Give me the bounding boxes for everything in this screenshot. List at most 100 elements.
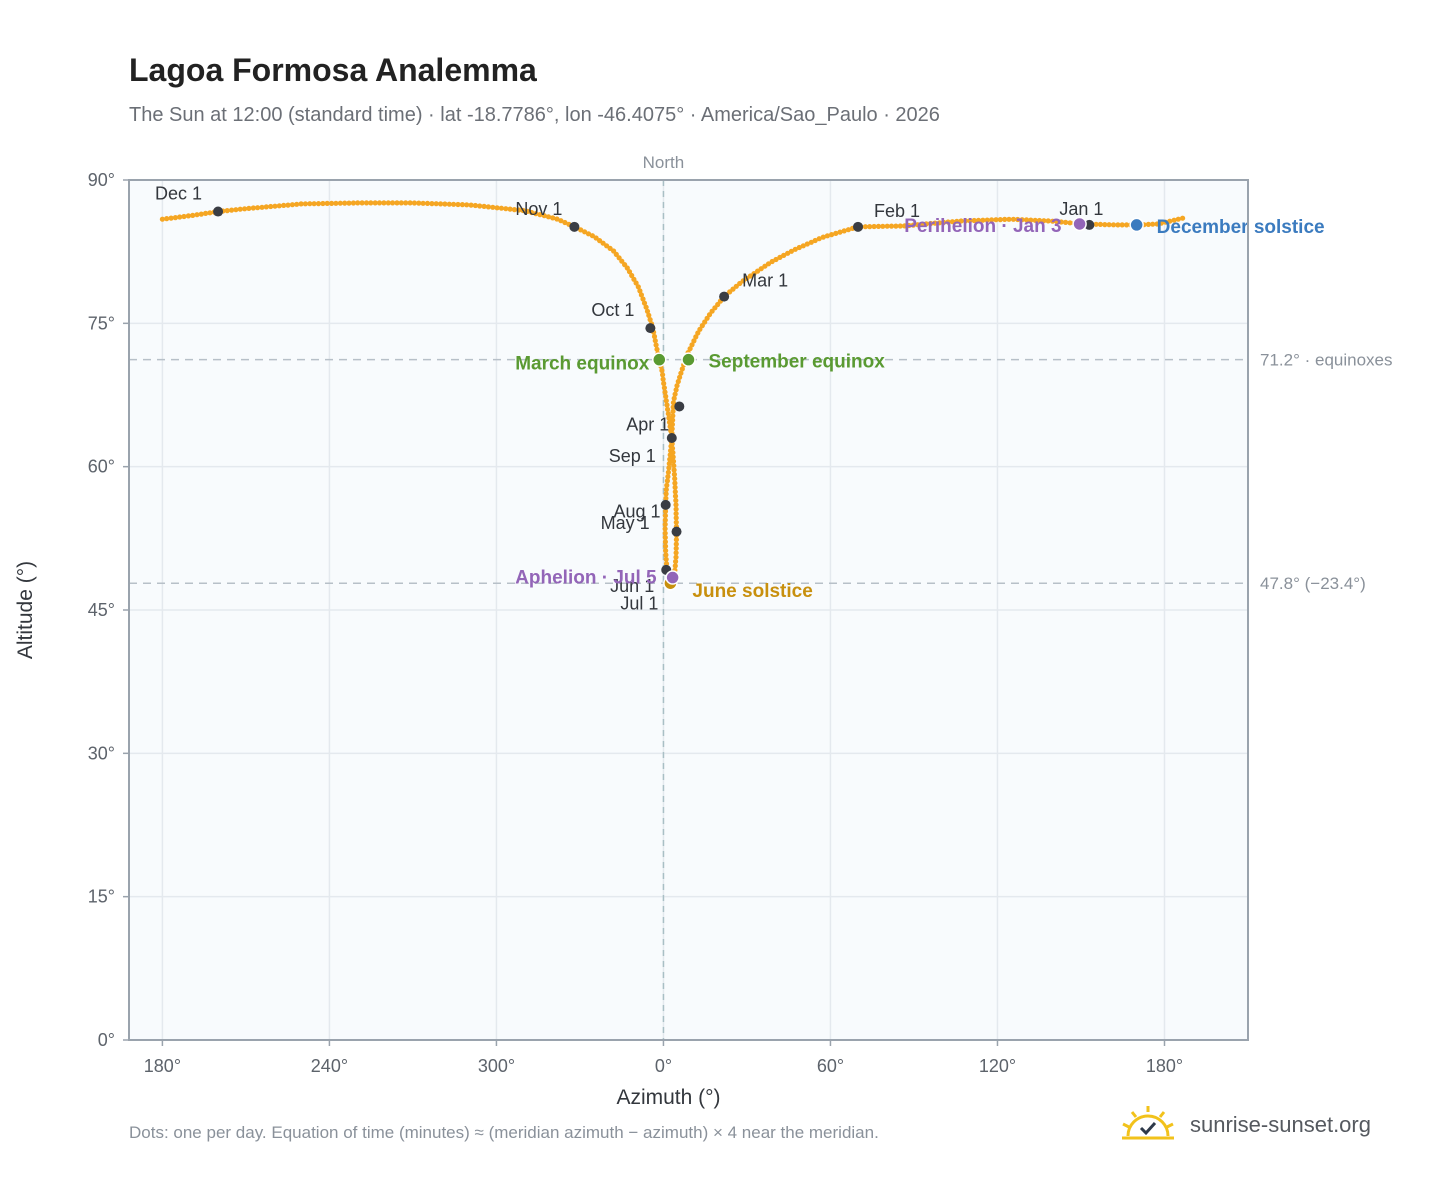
day-dot <box>229 207 235 213</box>
day-dot <box>237 206 243 212</box>
day-dot <box>372 200 378 206</box>
day-dot <box>485 204 491 210</box>
day-dot <box>359 200 365 206</box>
day-dot <box>1150 221 1156 227</box>
day-dot <box>824 233 831 239</box>
day-dot <box>1041 218 1047 224</box>
day-dot <box>662 534 668 541</box>
day-dot <box>673 550 679 556</box>
day-dot <box>670 450 676 456</box>
day-dot <box>664 482 670 488</box>
day-dot <box>674 383 680 389</box>
day-dot <box>647 317 653 323</box>
day-dot <box>672 563 678 569</box>
y-axis-ticks: 0° 15° 30° 45° 60° 75° 90° <box>88 170 129 1050</box>
day-dot <box>829 232 835 238</box>
day-dot <box>246 205 252 211</box>
day-dot <box>1032 217 1038 223</box>
day-dot <box>884 223 890 229</box>
brand-logo[interactable]: sunrise-sunset.org <box>1120 1102 1420 1146</box>
day-dot <box>194 212 200 218</box>
event-dot <box>1129 217 1144 233</box>
reference-line-label: 47.8° (−23.4°) <box>1260 574 1366 593</box>
day-dot <box>673 519 679 525</box>
day-dot <box>643 304 649 310</box>
day-dot <box>958 218 964 224</box>
day-dot <box>663 487 669 493</box>
day-dot <box>673 387 679 393</box>
day-dot <box>407 200 413 206</box>
day-dot <box>333 200 339 206</box>
x-axis-ticks: 180° 240° 300° 0° 60° 120° 180° <box>144 1040 1183 1076</box>
x-tick-label: 0° <box>655 1056 672 1076</box>
day-dot <box>673 558 679 565</box>
day-dot <box>880 223 886 229</box>
day-dot <box>902 223 908 229</box>
day-dot <box>494 205 500 211</box>
day-dot <box>660 372 666 378</box>
day-dot <box>190 212 196 218</box>
day-dot <box>841 228 847 234</box>
month-dot <box>1084 219 1095 230</box>
day-dot <box>666 415 672 421</box>
month-label: Aug 1 <box>613 502 660 522</box>
day-dot <box>666 465 672 471</box>
day-dot <box>661 380 667 387</box>
day-dot <box>804 241 810 247</box>
event-markers: March equinox September equinox June solst… <box>515 216 1324 602</box>
day-dot <box>1124 222 1130 228</box>
day-dot <box>762 263 768 269</box>
day-dot <box>670 408 676 414</box>
x-tick-label: 180° <box>144 1056 181 1076</box>
month-label: Oct 1 <box>591 300 634 320</box>
day-dot <box>668 428 674 434</box>
day-dot <box>997 217 1003 223</box>
day-dot <box>298 201 304 207</box>
day-dot <box>285 202 291 208</box>
day-dot <box>1163 219 1169 225</box>
day-dot <box>459 202 465 208</box>
event-dot <box>652 352 667 367</box>
x-tick-label: 180° <box>1146 1056 1183 1076</box>
day-dot <box>945 219 951 225</box>
day-dot <box>673 515 679 521</box>
day-dot <box>324 200 330 206</box>
event-label: Aphelion · Jul 5 <box>515 568 657 589</box>
day-dot <box>481 203 487 209</box>
day-dot <box>820 234 826 240</box>
day-dot <box>1058 219 1064 225</box>
day-dot <box>468 202 474 208</box>
day-dot <box>666 419 673 425</box>
day-dot <box>1054 219 1060 225</box>
day-dot <box>363 200 370 206</box>
day-dot <box>1175 216 1181 222</box>
day-dot <box>888 223 895 229</box>
y-tick-label: 15° <box>88 887 115 907</box>
event-label: Perihelion · Jan 3 <box>904 216 1061 237</box>
day-dot <box>438 201 444 207</box>
day-dot <box>640 296 646 302</box>
day-dot <box>673 510 679 517</box>
day-dot <box>385 200 391 206</box>
day-dot <box>203 210 209 216</box>
day-dot <box>1093 221 1099 227</box>
day-dot <box>329 200 335 206</box>
day-dot <box>651 333 658 340</box>
day-dot <box>1010 216 1017 222</box>
day-dot <box>342 200 348 206</box>
day-dot <box>635 284 641 290</box>
day-dot <box>672 391 678 397</box>
day-dot <box>672 489 678 495</box>
y-axis-label: Altitude (°) <box>14 561 37 659</box>
day-dot <box>816 236 822 242</box>
day-dot <box>875 223 882 229</box>
day-dot <box>516 207 522 213</box>
day-dot <box>403 200 409 206</box>
day-dot <box>1106 222 1112 228</box>
day-dot <box>337 200 343 206</box>
day-dot <box>670 400 677 406</box>
day-dot <box>550 215 556 221</box>
day-dot <box>672 493 679 499</box>
day-dot <box>355 200 361 206</box>
day-dot <box>641 300 648 306</box>
